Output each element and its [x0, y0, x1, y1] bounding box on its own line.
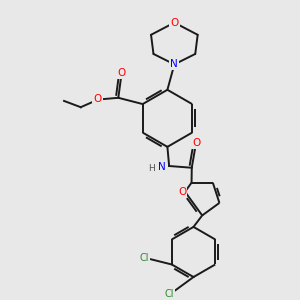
- Text: O: O: [117, 68, 125, 78]
- Text: O: O: [93, 94, 102, 104]
- Text: O: O: [193, 138, 201, 148]
- Text: O: O: [170, 18, 178, 28]
- Text: Cl: Cl: [140, 253, 149, 263]
- Text: H: H: [148, 164, 155, 173]
- Text: Cl: Cl: [164, 289, 174, 299]
- Text: N: N: [158, 162, 165, 172]
- Text: O: O: [178, 187, 186, 197]
- Text: N: N: [170, 59, 178, 69]
